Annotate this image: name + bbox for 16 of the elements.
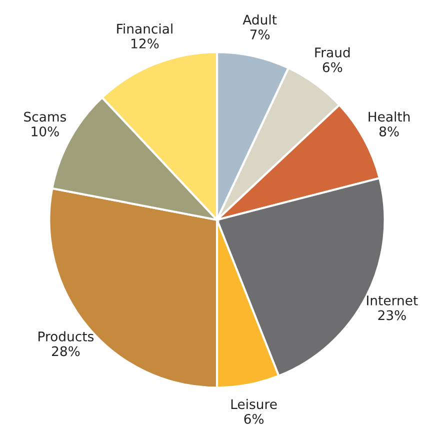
slice-label: Scams xyxy=(24,112,66,122)
slice-label: Leisure xyxy=(231,398,277,410)
slice-label: Internet xyxy=(367,296,418,306)
slice-label: Adult xyxy=(242,14,277,25)
data-label: 12% xyxy=(132,38,159,48)
data-label: 23% xyxy=(378,310,406,320)
data-label: 6% xyxy=(322,62,342,72)
data-label: 10% xyxy=(32,126,59,136)
data-label: 28% xyxy=(52,346,80,356)
slice-label: Health xyxy=(368,111,410,122)
slice-label: Fraud xyxy=(315,47,350,58)
slice-label: Financial xyxy=(117,24,172,34)
slice-label: Products xyxy=(38,331,94,342)
data-label: 8% xyxy=(379,126,399,136)
data-label: 7% xyxy=(250,29,270,40)
data-label: 6% xyxy=(244,414,264,424)
